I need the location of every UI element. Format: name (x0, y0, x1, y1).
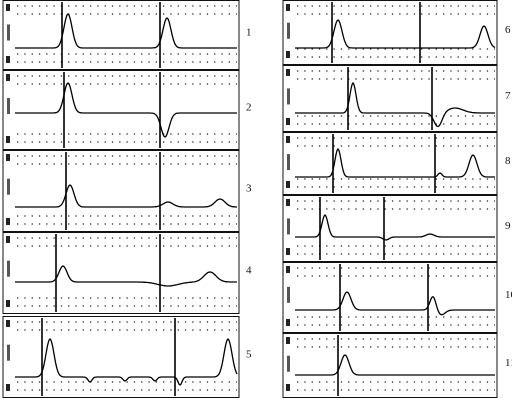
scale-mark (286, 69, 290, 76)
scale-mark (286, 337, 290, 344)
trace (295, 81, 495, 128)
trace (295, 213, 495, 241)
scale-mark (6, 218, 10, 225)
scale-mark (6, 74, 10, 81)
trace (15, 82, 237, 138)
panel-label: 9 (505, 220, 511, 232)
trace (15, 13, 237, 49)
panel-frame (2, 232, 240, 314)
panel: 8 (282, 132, 511, 195)
scale-mark (6, 320, 10, 327)
panel-label: 3 (246, 183, 252, 195)
scale-mark (6, 154, 10, 161)
panel-frame (2, 150, 240, 232)
trace (15, 184, 237, 208)
scale-mark (7, 178, 10, 195)
panel-frame (282, 0, 498, 65)
panel: 4 (2, 232, 252, 314)
scale-mark (286, 199, 290, 206)
scale-mark (6, 384, 10, 391)
scale-mark (287, 22, 290, 39)
panel-label: 7 (505, 90, 511, 102)
panel-frame (2, 70, 240, 150)
scale-mark (286, 248, 290, 255)
panel: 9 (282, 195, 511, 262)
scale-mark (6, 136, 10, 143)
panel: 10 (282, 262, 512, 333)
trace (295, 354, 495, 376)
scale-mark (287, 355, 290, 372)
scale-mark (286, 319, 290, 326)
panel-frame (282, 262, 498, 333)
scale-mark (6, 236, 10, 243)
panel-label: 6 (505, 24, 511, 36)
scale-mark (286, 384, 290, 391)
panel-label: 5 (246, 349, 252, 361)
panel: 11 (282, 333, 512, 398)
panel-label: 1 (246, 27, 252, 39)
panel-frame (2, 316, 240, 398)
panel-frame (282, 195, 498, 262)
panel-label: 8 (505, 155, 511, 167)
trace (295, 291, 495, 316)
panel-frame (282, 132, 498, 195)
scale-mark (286, 266, 290, 273)
scale-mark (6, 300, 10, 307)
panel-label: 2 (246, 102, 252, 114)
trace (15, 265, 237, 287)
panel-frame (282, 333, 498, 398)
panel: 6 (282, 0, 511, 65)
panel: 1 (2, 0, 252, 70)
panel: 3 (2, 150, 252, 232)
trace (295, 19, 496, 49)
scale-mark (287, 218, 290, 235)
panel-frame (282, 65, 498, 132)
scale-mark (286, 118, 290, 125)
scale-mark (286, 181, 290, 188)
panel-label: 10 (505, 289, 512, 301)
panel: 7 (282, 65, 511, 132)
panel: 5 (2, 316, 252, 398)
scale-mark (286, 136, 290, 143)
panel-label: 11 (505, 357, 512, 369)
trace (15, 337, 238, 386)
panel: 2 (2, 70, 252, 150)
scale-mark (287, 88, 290, 105)
scale-mark (287, 154, 290, 171)
scale-mark (6, 4, 10, 11)
trace (295, 147, 495, 178)
scale-mark (287, 286, 290, 303)
scale-mark (286, 4, 290, 11)
scale-mark (7, 98, 10, 114)
scale-mark (7, 260, 10, 277)
panel-label: 4 (246, 265, 252, 277)
scale-mark (7, 24, 10, 41)
scale-mark (6, 56, 10, 63)
scale-mark (286, 51, 290, 58)
scale-mark (7, 344, 10, 361)
panel-frame (2, 0, 240, 70)
